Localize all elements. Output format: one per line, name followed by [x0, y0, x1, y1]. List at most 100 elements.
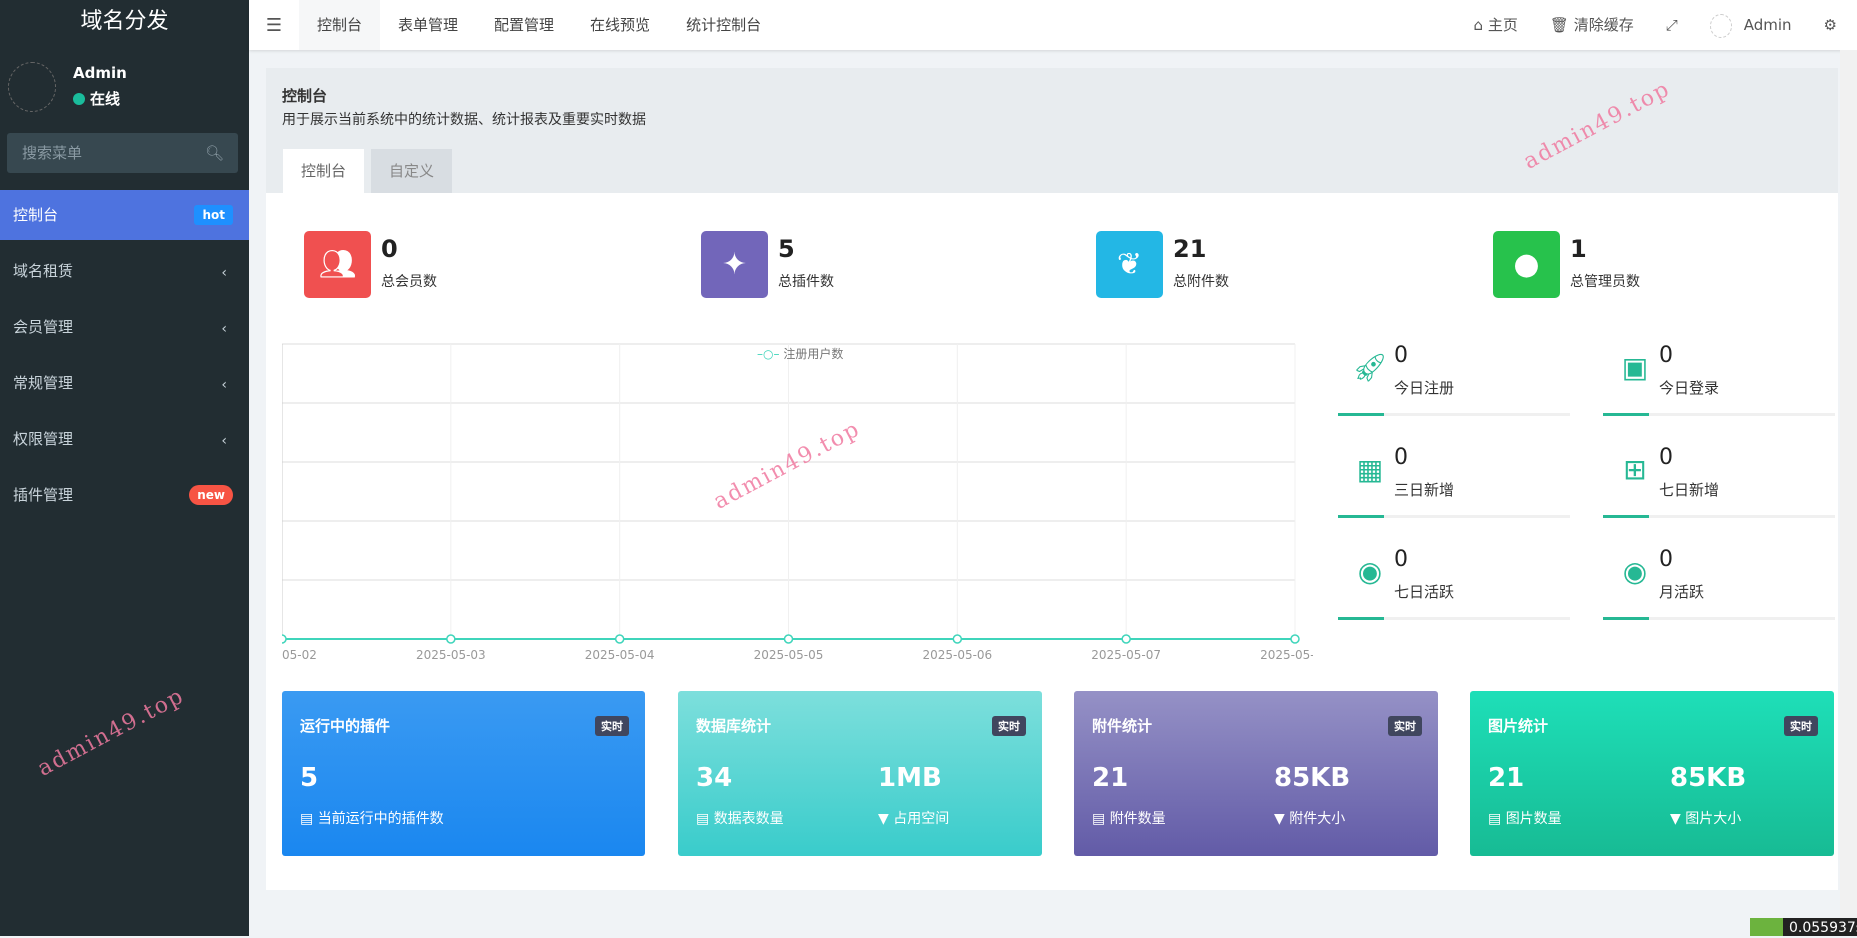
- card-value: 21: [1488, 763, 1525, 793]
- chart-svg: 2025-05-02 2025-05-03 2025-05-04 2025-05-05…: [282, 343, 1313, 662]
- dashboard-panel: 控制台 用于展示当前系统中的统计数据、统计报表及重要实时数据 控制台 自定义 a…: [266, 68, 1838, 890]
- tab-stats-dashboard[interactable]: 统计控制台: [686, 16, 762, 34]
- sidebar-item-permissions[interactable]: 权限管理 ‹: [0, 411, 249, 467]
- new-badge: new: [189, 485, 233, 505]
- card-label: ▤ 数据表数量: [696, 808, 784, 828]
- users-icon: 👥︎: [304, 231, 371, 298]
- top-navbar: ☰ 控制台 表单管理 配置管理 在线预览 统计控制台 ⌂ 主页 🗑︎ 清除缓存 …: [249, 0, 1857, 50]
- card-title: 运行中的插件: [300, 717, 391, 735]
- user-status: 在线: [73, 88, 120, 109]
- stat-label: 总附件数: [1173, 274, 1229, 290]
- clear-cache-button[interactable]: 🗑︎ 清除缓存: [1534, 0, 1650, 50]
- data-point: [783, 634, 794, 644]
- card-label-2: ▼ 附件大小: [1274, 808, 1345, 828]
- sidebar-item-general[interactable]: 常规管理 ‹: [0, 355, 249, 411]
- scrollbar[interactable]: [1840, 50, 1857, 936]
- hot-badge: hot: [194, 205, 233, 225]
- chart-legend[interactable]: –○– 注册用户数: [757, 345, 843, 362]
- logo[interactable]: 域名分发: [80, 9, 169, 34]
- user-name: Admin: [1743, 16, 1792, 34]
- x-tick-label: 2025-05-05: [754, 648, 824, 662]
- card-title: 附件统计: [1092, 717, 1153, 735]
- legend-label: 注册用户数: [783, 347, 844, 361]
- home-link[interactable]: ⌂ 主页: [1458, 0, 1534, 50]
- tab-preview[interactable]: 在线预览: [590, 16, 651, 34]
- avatar: [8, 62, 56, 112]
- registration-chart: 2025-05-02 2025-05-03 2025-05-04 2025-05-05…: [282, 343, 1313, 683]
- mini-stat-value: 0: [1394, 343, 1408, 368]
- card-icon: ▤: [696, 811, 710, 827]
- sidebar-item-plugins[interactable]: 插件管理 new: [0, 467, 249, 523]
- stat-card: 图片统计 实时 21 ▤ 图片数量 85KB ▼ 图片大小: [1470, 691, 1834, 856]
- search-placeholder: 搜索菜单: [22, 144, 83, 162]
- watermark: admin49.top: [1519, 76, 1675, 175]
- debug-bar[interactable]: 0.055937s: [1750, 918, 1857, 936]
- card-value-2: 85KB: [1670, 763, 1747, 793]
- calendar-icon: ▦: [1356, 453, 1384, 486]
- mini-stat: ▣ 0 今日登录: [1603, 343, 1835, 443]
- page-description: 用于展示当前系统中的统计数据、统计报表及重要实时数据: [282, 112, 646, 128]
- home-icon: ⌂: [1473, 16, 1484, 34]
- mini-stat-value: 0: [1659, 445, 1673, 470]
- debug-logo-icon: [1750, 918, 1783, 936]
- stat-label: 总管理员数: [1570, 274, 1640, 290]
- card-label-text: 图片大小: [1685, 811, 1742, 827]
- user-panel: Admin 在线: [8, 62, 248, 112]
- page-title: 控制台: [282, 87, 328, 105]
- debug-time: 0.055937s: [1783, 918, 1857, 936]
- avatar: [1709, 13, 1732, 38]
- user-icon: ●: [1493, 231, 1560, 298]
- mini-stat-value: 0: [1394, 445, 1408, 470]
- mini-stat: ◉ 0 月活跃: [1603, 547, 1835, 647]
- calendar-plus-icon: ⊞: [1623, 453, 1647, 486]
- card-label-2: ▼ 占用空间: [878, 808, 949, 828]
- stat-card: 数据库统计 实时 34 ▤ 数据表数量 1MB ▼ 占用空间: [678, 691, 1042, 856]
- chevron-left-icon: ‹: [221, 377, 227, 393]
- x-tick-label: 2025-05-07: [1091, 648, 1161, 662]
- data-point: [446, 634, 456, 644]
- menu-label: 会员管理: [13, 318, 74, 336]
- mini-stat-label: 七日活跃: [1394, 583, 1455, 601]
- card-value: 21: [1092, 763, 1129, 793]
- sidebar-item-domain-rental[interactable]: 域名租赁 ‹: [0, 243, 249, 299]
- card-value: 5: [300, 763, 319, 793]
- settings-gears-icon[interactable]: ⚙: [1823, 16, 1837, 34]
- user-circle-icon: ◉: [1622, 555, 1648, 588]
- sidebar-item-dashboard[interactable]: 控制台 hot: [0, 190, 249, 240]
- stat-card: 运行中的插件 实时 5 ▤ 当前运行中的插件数: [282, 691, 645, 856]
- mini-stat-label: 月活跃: [1659, 583, 1705, 601]
- tab-dashboard[interactable]: 控制台: [299, 0, 381, 50]
- clear-cache-label: 清除缓存: [1573, 16, 1634, 34]
- realtime-tag: 实时: [1784, 716, 1818, 736]
- stat-value: 0: [381, 235, 398, 263]
- mini-stat-value: 0: [1394, 547, 1408, 572]
- chevron-left-icon: ‹: [221, 265, 227, 281]
- tab-config[interactable]: 配置管理: [494, 16, 555, 34]
- card-value-2: 1MB: [878, 763, 942, 793]
- realtime-tag: 实时: [1388, 716, 1422, 736]
- progress-bar: [1603, 515, 1835, 518]
- mini-stat: ◉ 0 七日活跃: [1338, 547, 1570, 647]
- search-input[interactable]: 搜索菜单 🔍︎: [7, 133, 238, 173]
- chevron-left-icon: ‹: [221, 433, 227, 449]
- status-text: 在线: [90, 90, 121, 108]
- card-label: ▤ 当前运行中的插件数: [300, 808, 444, 828]
- tab-dashboard[interactable]: 控制台: [283, 149, 365, 193]
- tab-forms[interactable]: 表单管理: [398, 16, 459, 34]
- data-point: [614, 634, 625, 644]
- leaf-icon: ❦: [1096, 231, 1163, 298]
- menu-toggle-icon[interactable]: ☰: [265, 14, 283, 36]
- mini-stat-label: 七日新增: [1659, 481, 1720, 499]
- mini-stat-value: 0: [1659, 547, 1673, 572]
- search-icon[interactable]: 🔍︎: [204, 144, 224, 162]
- progress-bar: [1603, 617, 1835, 620]
- card-icon: ▤: [1488, 811, 1502, 827]
- magic-wand-icon: ✦: [701, 231, 768, 298]
- user-menu[interactable]: Admin: [1694, 0, 1808, 50]
- fullscreen-icon[interactable]: ⤢: [1665, 16, 1678, 34]
- progress-bar: [1338, 617, 1570, 620]
- sidebar-item-members[interactable]: 会员管理 ‹: [0, 299, 249, 355]
- mini-stat-label: 今日注册: [1394, 379, 1455, 397]
- tab-custom[interactable]: 自定义: [371, 149, 453, 193]
- card-label-text: 附件大小: [1289, 811, 1346, 827]
